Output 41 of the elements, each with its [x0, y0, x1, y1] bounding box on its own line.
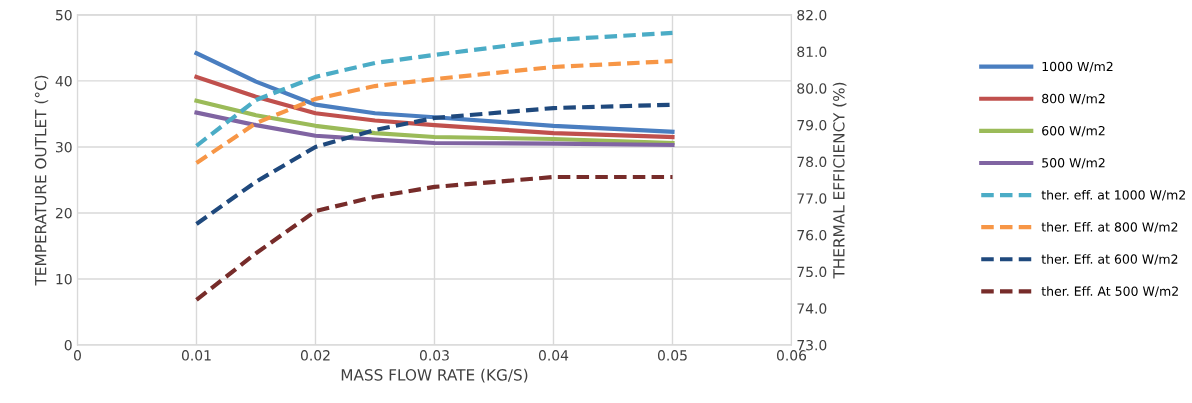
legend-label: ther. Eff. At 500 W/m2	[1041, 286, 1178, 297]
y-axis-title: TEMPERATURE OUTLET (°C)	[34, 75, 49, 286]
x-tick-label: 0.05	[657, 350, 687, 361]
y-tick-label: 30	[56, 141, 72, 153]
x-axis-title: MASS FLOW RATE (KG/S)	[341, 368, 528, 383]
y-tick-label: 10	[56, 273, 72, 285]
legend-label: 600 W/m2	[1042, 125, 1105, 137]
y2-tick-label: 75.0	[797, 266, 827, 278]
line-series	[194, 51, 675, 134]
y2-tick-label: 80.0	[797, 83, 827, 94]
line-series	[194, 59, 675, 166]
legend-label: ther. eff. at 1000 W/m2	[1041, 189, 1185, 201]
y-tick-label: 0	[64, 339, 72, 351]
x-tick-label: 0.01	[181, 350, 211, 361]
y-tick-label: 50	[56, 9, 72, 21]
y-tick-label: 40	[55, 75, 72, 87]
y2-tick-label: 76.0	[797, 229, 827, 241]
line-series	[194, 110, 675, 148]
x-tick-label: 0.06	[776, 350, 807, 361]
y2-tick-label: 82.0	[797, 9, 827, 21]
y-tick-label: 20	[55, 207, 72, 219]
x-tick-label: 0	[73, 350, 81, 361]
x-tick-label: 0.02	[300, 350, 330, 361]
y2-tick-label: 81.0	[797, 46, 827, 58]
y2-tick-label: 74.0	[797, 303, 827, 314]
x-tick-label: 0.04	[538, 350, 569, 361]
y2-axis-title: THERMAL EFFICIENCY (%)	[832, 82, 847, 279]
y2-tick-label: 79.0	[797, 119, 827, 131]
line-series	[194, 98, 675, 146]
y2-tick-label: 77.0	[797, 193, 827, 204]
y2-tick-label: 73.0	[797, 339, 827, 351]
line-series	[194, 74, 675, 140]
x-tick-label: 0.03	[419, 350, 449, 361]
line-series	[194, 174, 675, 302]
legend-label: 1000 W/m2	[1042, 61, 1113, 73]
y2-tick-label: 78.0	[797, 156, 827, 168]
legend-label: 500 W/m2	[1042, 158, 1105, 169]
legend-label: 800 W/m2	[1042, 93, 1105, 105]
legend-label: ther. Eff. at 800 W/m2	[1041, 222, 1178, 233]
line-series	[194, 30, 675, 148]
legend-label: ther. Eff. at 600 W/m2	[1041, 254, 1178, 265]
